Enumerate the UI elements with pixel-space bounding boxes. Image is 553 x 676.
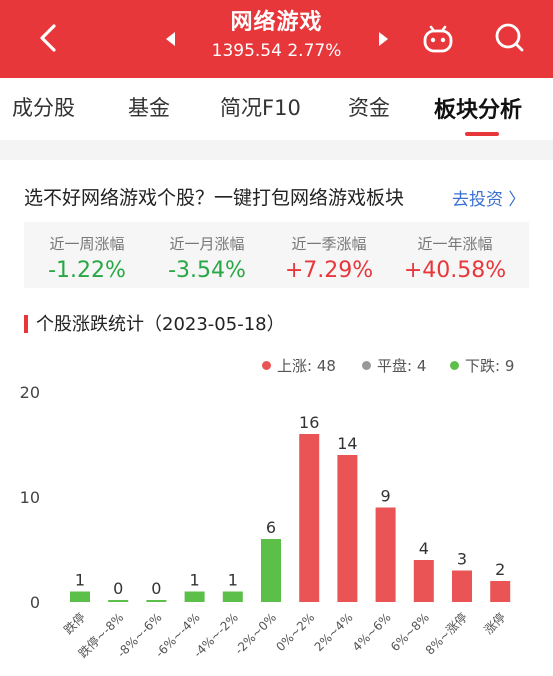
x-tick-label: 跌停: [61, 610, 89, 638]
legend-down: 下跌: 9: [450, 355, 514, 376]
legend-flat: 平盘: 4: [362, 355, 426, 376]
assistant-button[interactable]: [418, 18, 458, 58]
legend-up: 上涨: 48: [262, 355, 336, 376]
data-label: 1: [228, 571, 238, 590]
data-label: 14: [337, 434, 357, 453]
data-label: 1: [190, 571, 200, 590]
section-divider: [0, 140, 553, 160]
data-label: 2: [495, 560, 505, 579]
stat-quarter: 近一季涨幅 +7.29%: [266, 222, 392, 283]
bar: [261, 539, 281, 602]
data-label: 0: [151, 579, 161, 598]
data-label: 4: [419, 539, 429, 558]
stat-month: 近一月涨幅 -3.54%: [144, 222, 270, 283]
tab-sector-analysis[interactable]: 板块分析: [434, 98, 523, 123]
y-tick-label: 0: [30, 593, 40, 612]
data-label: 6: [266, 518, 276, 537]
index-quote: 1395.54 2.77%: [211, 41, 342, 61]
legend-label: 下跌: 9: [465, 357, 515, 375]
legend-label: 平盘: 4: [377, 357, 427, 375]
x-tick-label: 8%~涨停: [422, 610, 470, 658]
bar: [452, 570, 472, 602]
stat-value: +7.29%: [284, 258, 374, 283]
bar: [490, 581, 511, 602]
legend-dot: [362, 361, 371, 370]
prev-sector-button[interactable]: [162, 28, 180, 50]
chevron-left-icon: [40, 24, 56, 52]
tab-constituents[interactable]: 成分股: [12, 96, 75, 120]
section-accent-bar: [24, 315, 28, 333]
bar: [413, 560, 434, 602]
active-tab-indicator: [465, 132, 499, 136]
stat-label: 近一周涨幅: [49, 235, 125, 253]
bar: [184, 591, 205, 602]
search-icon: [495, 23, 524, 52]
search-button[interactable]: [490, 18, 530, 58]
stat-year: 近一年涨幅 +40.58%: [392, 222, 518, 283]
x-tick-label: -2%~0%: [232, 610, 279, 657]
legend-dot: [450, 361, 459, 370]
tab-f10[interactable]: 简况F10: [220, 96, 301, 120]
x-tick-label: 涨停: [481, 610, 509, 638]
x-tick-label: 2%~4%: [312, 610, 356, 654]
stat-label: 近一年涨幅: [417, 235, 493, 253]
stat-value: -3.54%: [168, 258, 246, 283]
bar-chart-svg: 010201跌停0跌停~-8%0-8%~-6%1-6%~-4%1-4%~-2%6…: [20, 383, 511, 661]
data-label: 1: [75, 571, 85, 590]
stat-week: 近一周涨幅 -1.22%: [24, 222, 150, 283]
back-button[interactable]: [30, 18, 70, 58]
invest-link[interactable]: 去投资 〉: [452, 190, 526, 210]
bar: [108, 600, 129, 602]
stat-label: 近一月涨幅: [169, 235, 245, 253]
triangle-right-icon: [379, 32, 388, 46]
promo-text: 选不好网络游戏个股？一键打包网络游戏板块: [24, 187, 405, 209]
stat-value: +40.58%: [403, 258, 507, 283]
next-sector-button[interactable]: [374, 28, 392, 50]
data-label: 0: [113, 579, 123, 598]
bar: [375, 507, 396, 602]
bar: [146, 600, 167, 602]
x-tick-label: 0%~2%: [273, 610, 317, 654]
data-label: 9: [381, 487, 391, 506]
performance-stats: 近一周涨幅 -1.22% 近一月涨幅 -3.54% 近一季涨幅 +7.29% 近…: [24, 222, 529, 288]
tab-funds[interactable]: 基金: [128, 96, 170, 120]
y-tick-label: 10: [20, 488, 40, 507]
tab-capital[interactable]: 资金: [348, 96, 390, 120]
stat-label: 近一季涨幅: [291, 235, 367, 253]
bar: [222, 591, 243, 602]
y-tick-label: 20: [20, 383, 40, 402]
tab-bar: 成分股 基金 简况F10 资金 板块分析: [0, 78, 553, 140]
stat-value: -1.22%: [48, 258, 126, 283]
data-label: 16: [299, 413, 319, 432]
legend-label: 上涨: 48: [277, 357, 336, 375]
robot-icon: [423, 25, 453, 53]
bar: [299, 434, 320, 602]
triangle-left-icon: [166, 32, 175, 46]
distribution-chart: 0 10 20 1 跌停 0 跌停~-8% 0 -8%~-6% 1 -6%~-4% 1 -4%~-2% 6…: [0, 370, 553, 676]
header-bar: 网络游戏 1395.54 2.77%: [0, 0, 553, 78]
page-title: 网络游戏: [230, 10, 323, 35]
section-title: 个股涨跌统计（2023-05-18）: [36, 314, 285, 335]
title-area: 网络游戏 1395.54 2.77%: [0, 8, 553, 64]
bar: [337, 455, 358, 602]
legend-dot: [262, 361, 271, 370]
x-tick-label: 4%~6%: [350, 610, 394, 654]
bar: [70, 591, 90, 602]
data-label: 3: [457, 550, 467, 569]
